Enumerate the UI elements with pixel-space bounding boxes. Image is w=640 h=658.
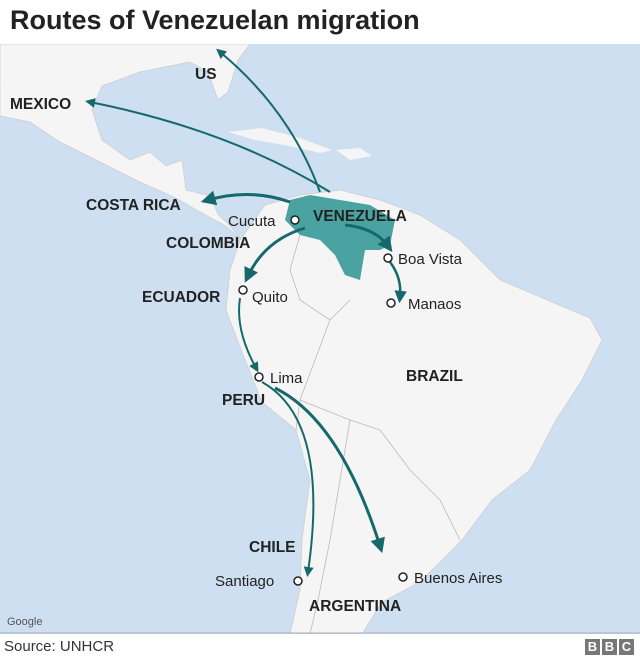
route-arrows (85, 48, 407, 577)
label-boa-vista: Boa Vista (398, 251, 463, 268)
city-markers (238, 215, 408, 586)
south-america-land (225, 189, 603, 634)
label-santiago: Santiago (215, 573, 274, 590)
venezuela-highlight (285, 195, 395, 280)
label-peru: PERU (222, 392, 265, 409)
google-attribution: Google (7, 616, 42, 628)
label-colombia: COLOMBIA (166, 235, 250, 252)
label-cucuta: Cucuta (228, 213, 276, 230)
borders (289, 234, 461, 634)
route-costa-rica (200, 190, 291, 206)
route-lima (238, 297, 259, 373)
label-ecuador: ECUADOR (142, 289, 220, 306)
hispaniola-land (336, 148, 372, 160)
route-ecuador (244, 226, 306, 283)
label-costa-rica: COSTA RICA (86, 197, 181, 214)
label-brazil: BRAZIL (406, 368, 463, 385)
label-buenos-aires: Buenos Aires (414, 570, 502, 587)
migration-map: US MEXICO COSTA RICA COLOMBIA VENEZUELA … (0, 44, 640, 634)
label-venezuela: VENEZUELA (313, 208, 407, 225)
route-manaos (388, 261, 407, 304)
source-note: Source: UNHCR (4, 638, 115, 655)
cuba-land (228, 128, 332, 153)
label-argentina: ARGENTINA (309, 598, 401, 615)
label-quito: Quito (252, 289, 288, 306)
route-mexico (85, 98, 331, 193)
label-chile: CHILE (249, 539, 296, 556)
north-america-land (0, 44, 251, 241)
label-lima: Lima (270, 370, 303, 387)
route-santiago (261, 381, 315, 577)
label-us: US (195, 66, 217, 83)
route-us (216, 48, 321, 193)
route-boa-vista (344, 223, 393, 253)
label-mexico: MEXICO (10, 96, 71, 113)
map-title: Routes of Venezuelan migration (10, 5, 420, 35)
label-manaos: Manaos (408, 296, 461, 313)
route-argentina (274, 386, 385, 554)
